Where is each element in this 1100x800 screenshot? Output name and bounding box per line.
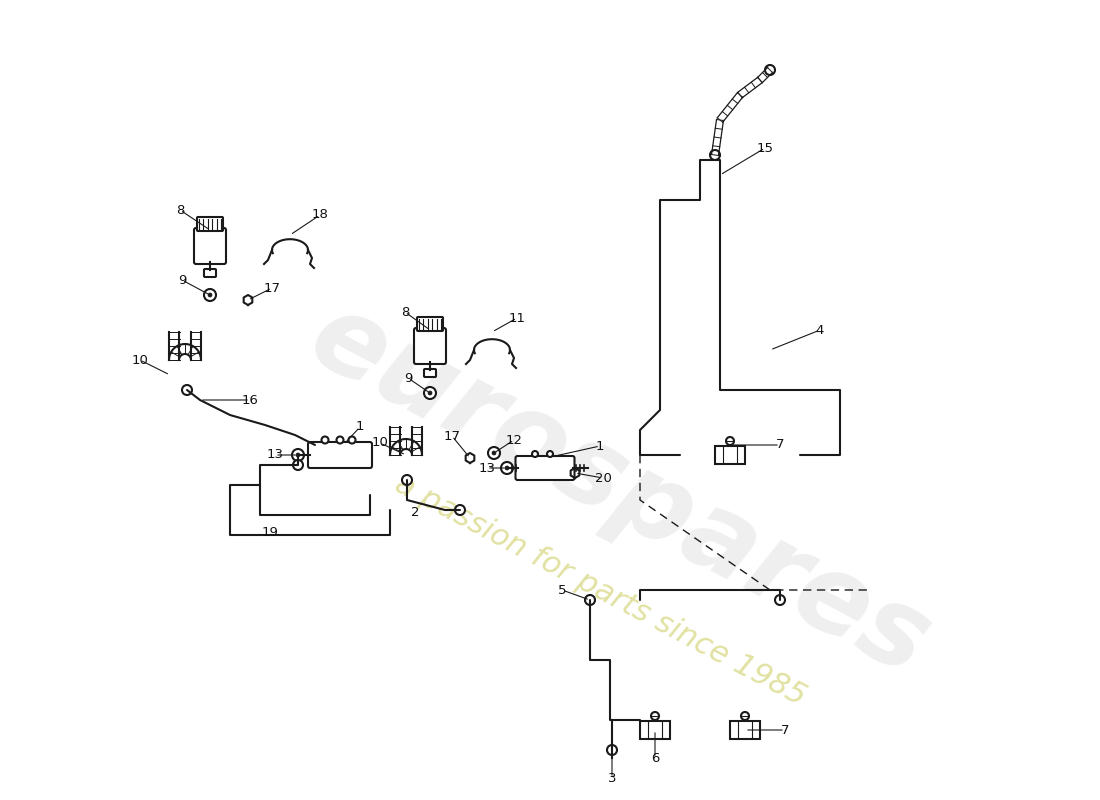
FancyBboxPatch shape (197, 217, 223, 231)
Circle shape (505, 466, 509, 470)
Circle shape (204, 289, 216, 301)
Circle shape (321, 437, 329, 443)
Circle shape (500, 462, 513, 474)
Circle shape (349, 437, 355, 443)
Text: 17: 17 (264, 282, 280, 294)
Circle shape (455, 505, 465, 515)
Circle shape (292, 449, 304, 461)
Bar (640, 721, 670, 739)
Text: a passion for parts since 1985: a passion for parts since 1985 (389, 469, 811, 711)
Circle shape (293, 460, 303, 470)
Text: 2: 2 (410, 506, 419, 519)
FancyBboxPatch shape (308, 442, 372, 468)
Text: 9: 9 (178, 274, 186, 286)
Bar (715, 446, 745, 464)
Circle shape (296, 453, 300, 457)
Bar (730, 721, 760, 739)
Text: 8: 8 (176, 203, 184, 217)
Text: 15: 15 (757, 142, 773, 154)
Circle shape (488, 447, 501, 459)
Circle shape (651, 712, 659, 720)
Text: 5: 5 (558, 583, 566, 597)
Text: 4: 4 (816, 323, 824, 337)
Circle shape (547, 451, 553, 457)
Circle shape (764, 65, 776, 75)
FancyBboxPatch shape (204, 269, 216, 277)
Text: 7: 7 (776, 438, 784, 451)
FancyBboxPatch shape (194, 228, 226, 264)
Text: 17: 17 (443, 430, 461, 442)
Text: 1: 1 (355, 421, 364, 434)
Circle shape (726, 437, 734, 445)
Circle shape (337, 437, 343, 443)
Text: 10: 10 (372, 437, 388, 450)
Circle shape (294, 451, 302, 459)
Text: 16: 16 (242, 394, 258, 406)
Text: 19: 19 (262, 526, 278, 539)
FancyBboxPatch shape (424, 369, 436, 377)
Text: 11: 11 (508, 311, 526, 325)
Text: 6: 6 (651, 751, 659, 765)
Circle shape (182, 385, 192, 395)
Text: 13: 13 (478, 462, 495, 474)
Text: 13: 13 (266, 449, 284, 462)
Text: 18: 18 (311, 209, 329, 222)
Circle shape (428, 391, 432, 395)
Circle shape (424, 387, 436, 399)
Text: 7: 7 (781, 723, 790, 737)
Text: eurospares: eurospares (293, 282, 947, 698)
Text: 1: 1 (596, 439, 604, 453)
Circle shape (607, 745, 617, 755)
FancyBboxPatch shape (516, 456, 574, 480)
Circle shape (532, 451, 538, 457)
Text: 8: 8 (400, 306, 409, 318)
Circle shape (585, 595, 595, 605)
Circle shape (208, 293, 212, 297)
Circle shape (492, 451, 496, 455)
Circle shape (710, 150, 720, 160)
FancyBboxPatch shape (414, 328, 446, 364)
Text: 20: 20 (595, 471, 612, 485)
FancyBboxPatch shape (417, 317, 443, 331)
Text: 9: 9 (404, 371, 412, 385)
Text: 3: 3 (607, 771, 616, 785)
Text: 10: 10 (132, 354, 148, 366)
Circle shape (776, 595, 785, 605)
Circle shape (741, 712, 749, 720)
Circle shape (402, 475, 412, 485)
Text: 12: 12 (506, 434, 522, 446)
